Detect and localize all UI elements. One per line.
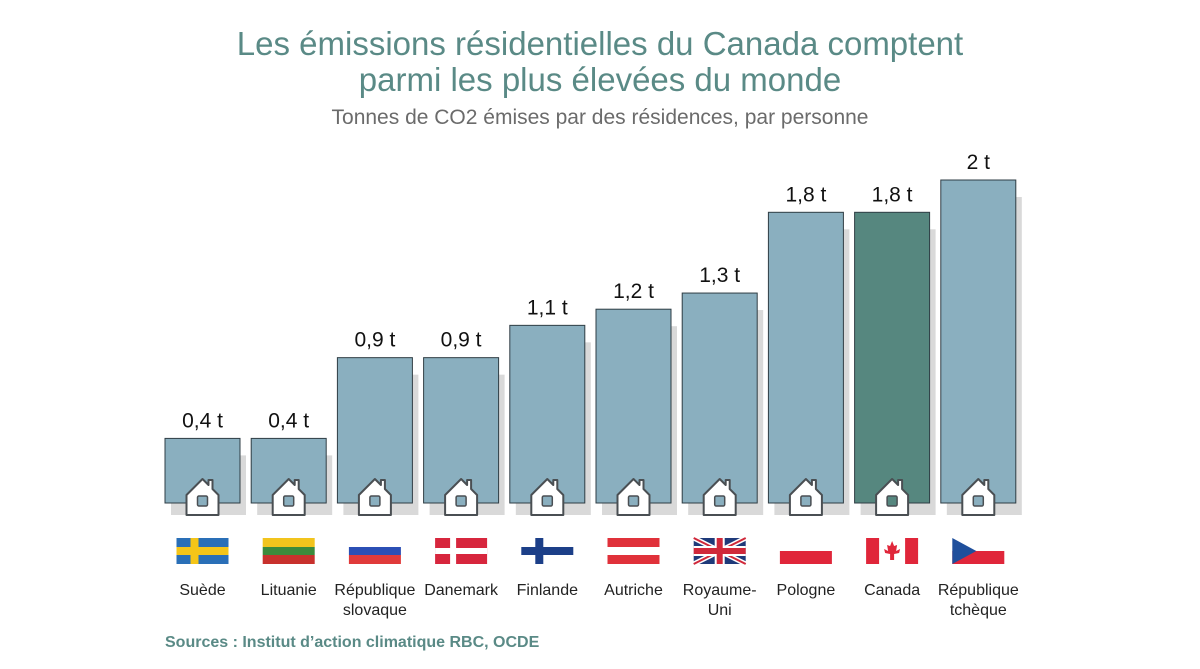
category-label: tchèque [950,602,1007,619]
flag-sweden-icon [176,538,229,564]
category-label: Canada [864,582,920,599]
source-note: Sources : Institut d’action climatique R… [165,634,540,651]
flag-finland-icon [521,538,574,564]
chart-title-line-1: Les émissions résidentielles du Canada c… [236,25,964,62]
flag-slovakia-icon [348,538,401,564]
house-icon [185,478,220,516]
flag-poland-icon [779,538,832,564]
value-label: 1,3 t [699,264,740,287]
chart-title: Les émissions résidentielles du Canada c… [0,26,1200,98]
flag-lithuania-icon [262,538,315,564]
value-label: 1,8 t [785,183,826,206]
bar-finlande [509,324,586,504]
house-icon [530,478,565,516]
category-label: Suède [179,582,225,599]
category-label: Royaume- [683,582,757,599]
category-label: Danemark [424,582,499,599]
value-label: 1,2 t [613,280,654,303]
house-icon [357,478,392,516]
flag-united-kingdom-icon [692,535,747,567]
value-label: 1,1 t [527,296,568,319]
category-label: Autriche [604,582,663,599]
bar-autriche [595,308,672,504]
bar-canada [854,211,931,504]
category-label: Pologne [777,582,836,599]
value-label: 0,9 t [441,329,482,352]
value-label: 2 t [967,151,991,174]
house-icon [444,478,479,516]
category-label: Uni [708,602,732,619]
value-label: 0,4 t [268,409,309,432]
category-label: slovaque [343,602,407,619]
chart-title-line-2: parmi les plus élevées du monde [358,61,842,98]
house-icon [961,478,996,516]
value-label: 1,8 t [872,183,913,206]
flag-canada-icon [866,538,919,564]
maple-leaf-icon [884,541,901,560]
bar-pologne [767,211,844,504]
house-icon [271,478,306,516]
chart-subtitle: Tonnes de CO2 émises par des résidences,… [331,106,869,129]
house-icon [702,478,737,516]
bar-royaume-uni [681,292,758,504]
category-label: République [334,582,415,599]
house-icon [788,478,823,516]
flag-czech-republic-icon [952,538,1005,564]
flag-austria-icon [607,538,660,564]
value-label: 0,4 t [182,409,223,432]
bar-republique-tcheque [940,179,1017,504]
category-label: République [938,582,1019,599]
flag-denmark-icon [435,538,488,564]
house-icon [616,478,651,516]
category-label: Finlande [517,582,578,599]
house-icon [875,478,910,516]
value-label: 0,9 t [354,329,395,352]
category-label: Lituanie [261,582,317,599]
